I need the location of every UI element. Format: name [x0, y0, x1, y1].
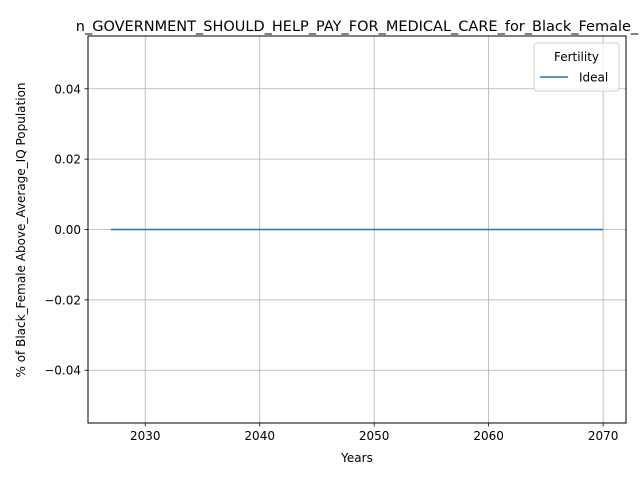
- x-tick-label: 2070: [588, 429, 619, 443]
- chart-title: n_GOVERNMENT_SHOULD_HELP_PAY_FOR_MEDICAL…: [76, 19, 639, 35]
- legend-box: [533, 42, 620, 92]
- y-axis-label: % of Black_Female Above_Average_IQ Popul…: [14, 82, 28, 377]
- y-tick-label: 0.00: [54, 223, 81, 237]
- legend-label-ideal: Ideal: [579, 71, 608, 85]
- y-tick-label: −0.02: [44, 293, 81, 307]
- x-axis-label: Years: [340, 451, 373, 465]
- x-tick-label: 2050: [359, 429, 390, 443]
- x-axis-ticks: 2030 2040 2050 2060 2070: [130, 423, 618, 443]
- x-tick-label: 2060: [473, 429, 504, 443]
- legend: Fertility Ideal: [533, 42, 620, 92]
- y-tick-label: 0.04: [54, 82, 81, 96]
- y-tick-label: 0.02: [54, 153, 81, 167]
- x-tick-label: 2030: [130, 429, 161, 443]
- y-tick-label: −0.04: [44, 364, 81, 378]
- x-tick-label: 2040: [244, 429, 275, 443]
- legend-title: Fertility: [554, 50, 599, 64]
- y-axis-ticks: −0.04 −0.02 0.00 0.02 0.04: [44, 82, 88, 378]
